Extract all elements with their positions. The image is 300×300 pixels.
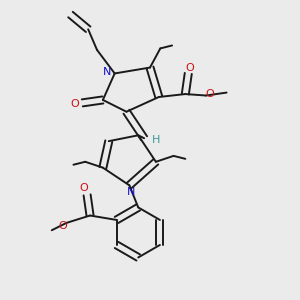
Text: O: O [80,183,88,194]
Text: O: O [185,63,194,73]
Text: N: N [127,187,135,197]
Text: N: N [103,67,112,77]
Text: O: O [205,89,214,99]
Text: H: H [152,135,160,145]
Text: O: O [70,99,79,110]
Text: O: O [58,221,67,231]
